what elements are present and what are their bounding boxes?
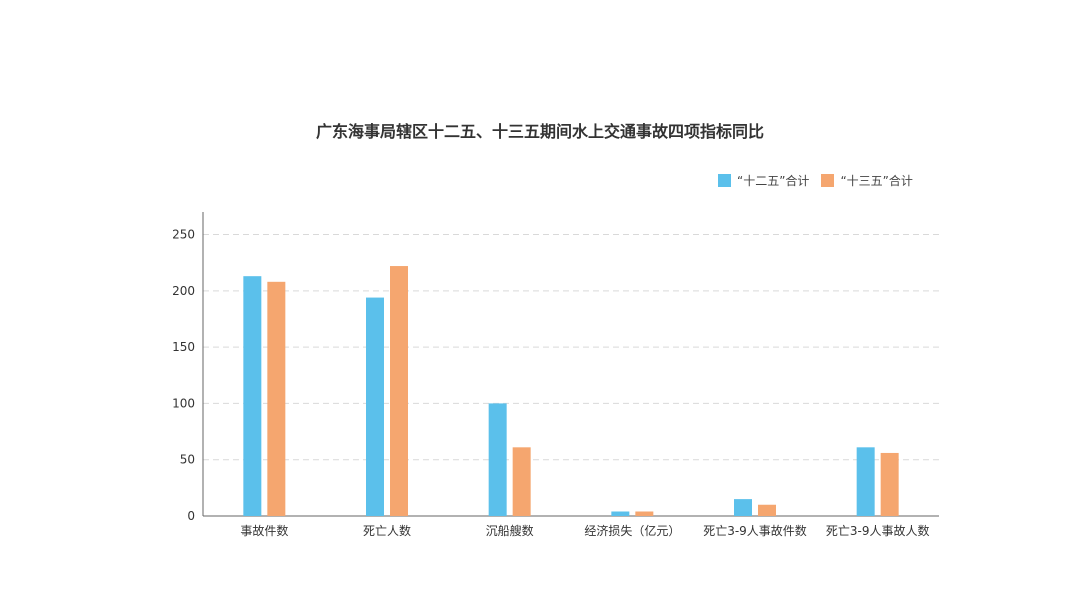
chart-title: 广东海事局辖区十二五、十三五期间水上交通事故四项指标同比 (315, 122, 764, 141)
bar-series-2-3 (512, 447, 531, 516)
bar-series-1-3 (488, 403, 507, 516)
legend-swatch-series-1 (718, 174, 731, 187)
x-category-label: 事故件数 (240, 523, 288, 538)
legend-item-series-1[interactable]: “十二五”合计 (718, 172, 809, 189)
legend-label-series-1: “十二五”合计 (737, 174, 810, 188)
x-category-label: 死亡人数 (363, 523, 411, 538)
y-tick-label: 100 (172, 396, 195, 410)
y-tick-label: 200 (172, 284, 195, 298)
y-tick-label: 250 (172, 228, 195, 242)
x-category-label: 经济损失（亿元） (584, 523, 680, 538)
legend-label-series-2: “十三五”合计 (840, 174, 913, 188)
legend: “十二五”合计 “十三五”合计 (718, 172, 925, 189)
bar-series-1-4 (611, 511, 630, 516)
bar-series-2-2 (390, 266, 408, 516)
bar-series-1-2 (366, 297, 384, 516)
bar-series-2-4 (635, 511, 654, 516)
bar-series-1-1 (243, 276, 262, 516)
bar-series-2-1 (267, 281, 286, 516)
legend-swatch-series-2 (821, 174, 835, 187)
bar-series-1-5 (734, 499, 752, 516)
bar-series-1-6 (856, 447, 875, 516)
x-category-label: 沉船艘数 (486, 523, 534, 538)
y-tick-label: 50 (180, 453, 195, 467)
bar-series-2-5 (758, 504, 776, 516)
bar-series-2-6 (880, 452, 899, 516)
y-tick-label: 0 (187, 509, 195, 523)
x-category-label: 死亡3-9人事故人数 (826, 523, 930, 538)
legend-item-series-2[interactable]: “十三五”合计 (821, 172, 913, 189)
x-category-label: 死亡3-9人事故件数 (703, 523, 807, 538)
y-tick-label: 150 (172, 340, 195, 354)
